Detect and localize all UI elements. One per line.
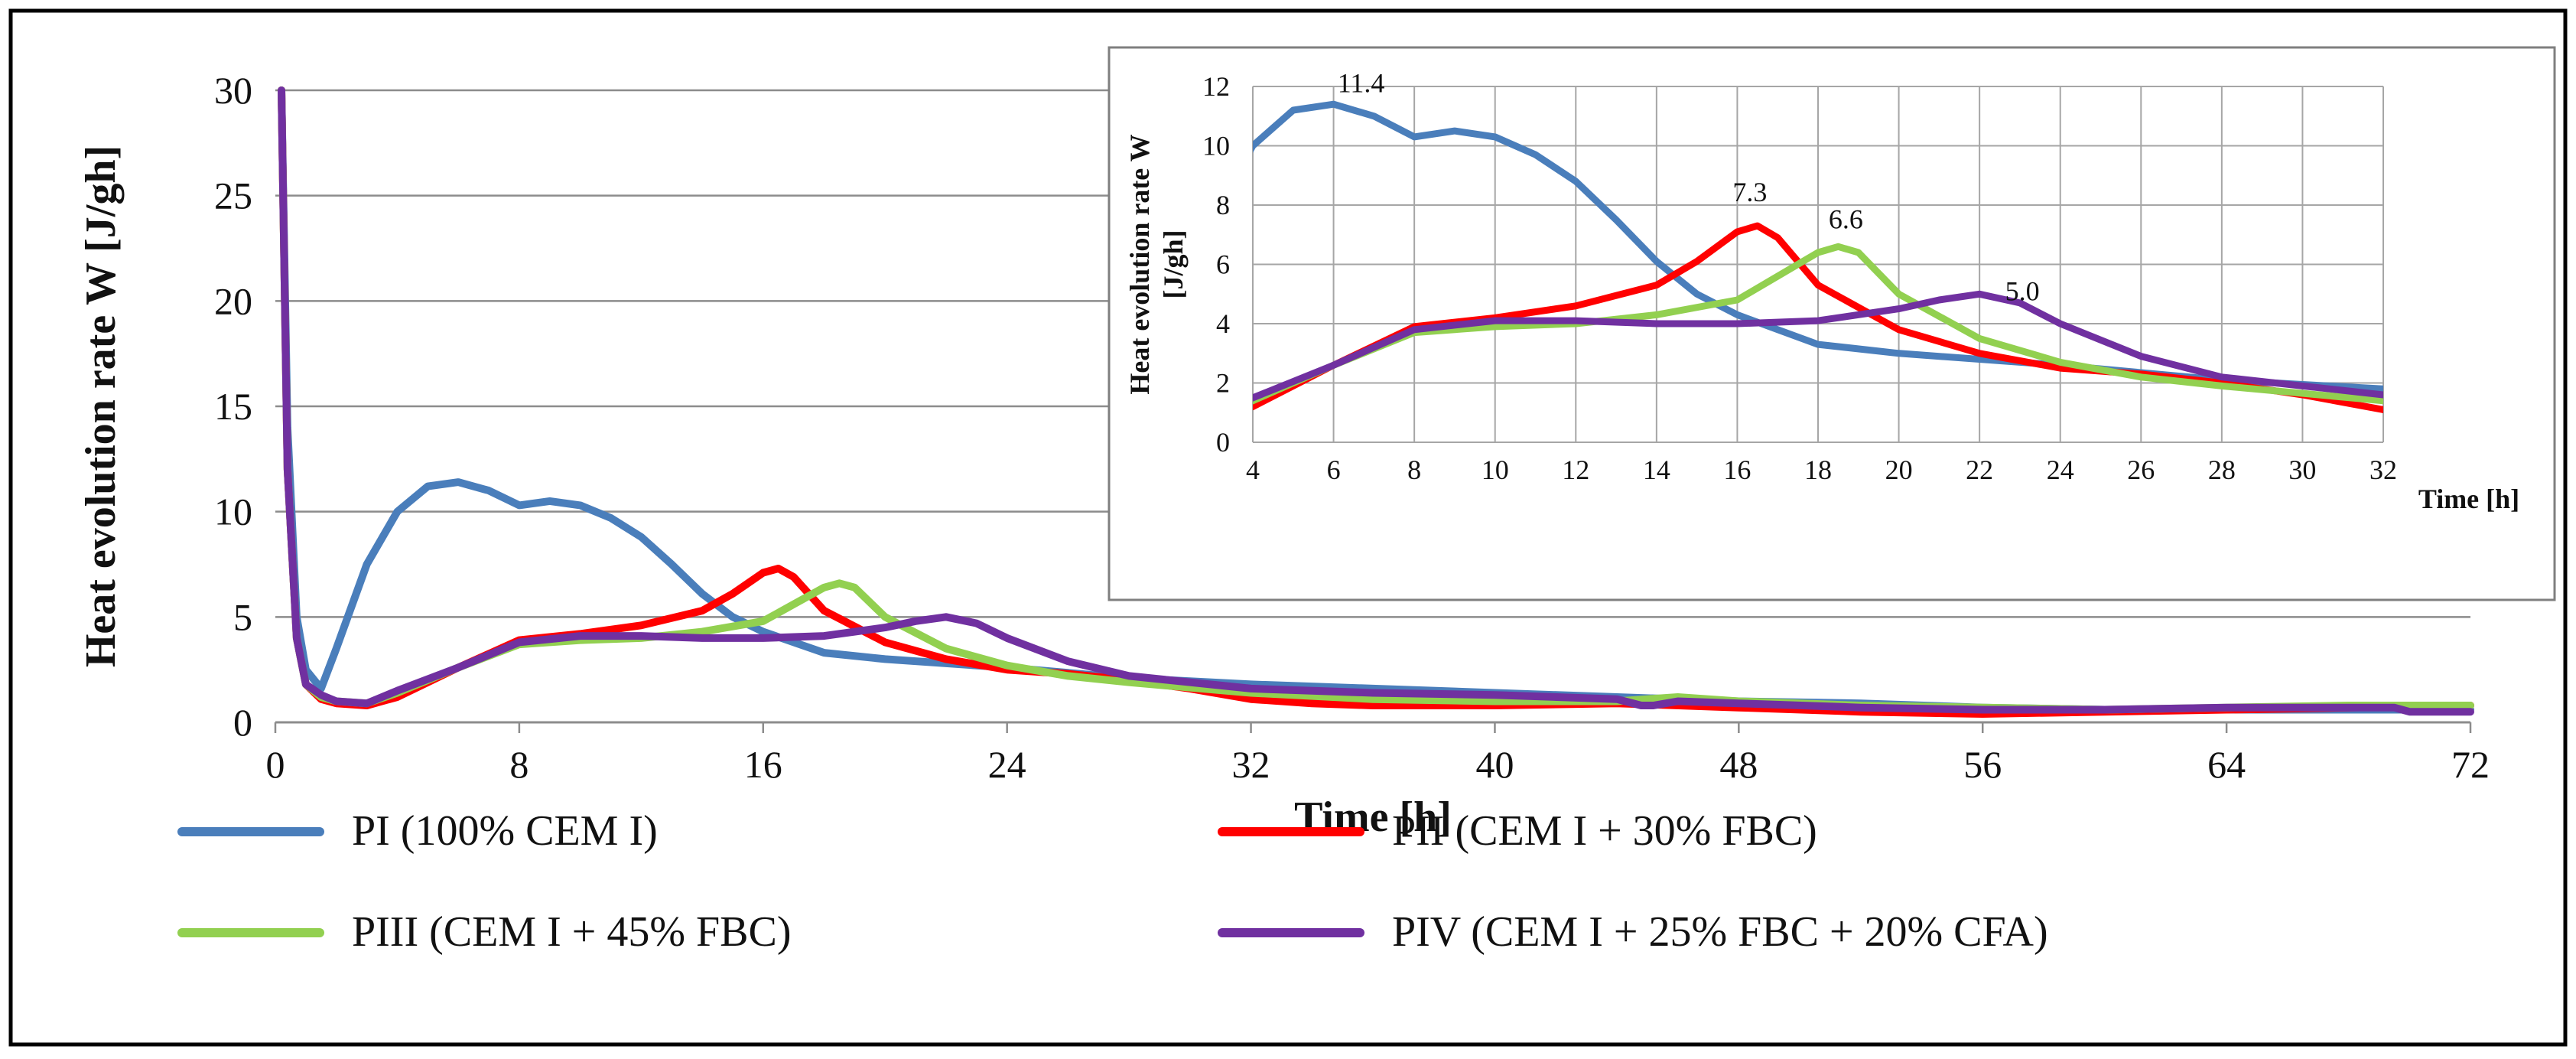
- inset-x-tick-label: 12: [1562, 455, 1589, 485]
- x-tick-label: 40: [1475, 743, 1514, 786]
- inset-series-line-piii: [1253, 243, 2383, 405]
- inset-y-tick-label: 0: [1216, 427, 1230, 458]
- inset-x-axis-title: Time [h]: [2418, 484, 2519, 514]
- inset-y-tick-label: 6: [1216, 249, 1230, 280]
- x-tick-label: 56: [1963, 743, 2002, 786]
- inset-x-tick-label: 6: [1327, 455, 1341, 485]
- inset-x-tick-label: 26: [2127, 455, 2155, 485]
- x-tick-label: 64: [2207, 743, 2246, 786]
- legend-label-pi: PI (100% CEM I): [352, 807, 658, 855]
- inset-x-tick-label: 20: [1885, 455, 1913, 485]
- y-tick-label: 20: [214, 279, 252, 322]
- legend-label-piv: PIV (CEM I + 25% FBC + 20% CFA): [1392, 908, 2048, 956]
- inset-x-tick-label: 32: [2369, 455, 2397, 485]
- series-line-piv: [278, 86, 2474, 716]
- inset-series-line-piv: [1253, 290, 2383, 402]
- x-tick-label: 0: [266, 743, 285, 786]
- x-tick-label: 8: [509, 743, 529, 786]
- peak-label-piv: 5.0: [2005, 275, 2040, 306]
- y-tick-label: 10: [214, 490, 252, 533]
- y-tick-label: 5: [233, 595, 252, 638]
- inset-x-tick-label: 18: [1804, 455, 1832, 485]
- inset-x-tick-label: 30: [2288, 455, 2316, 485]
- inset-y-axis-title-line2: [J/gh]: [1158, 230, 1189, 299]
- inset-y-axis-title-line1: Heat evolution rate W: [1124, 134, 1155, 394]
- inset-x-tick-label: 22: [1966, 455, 1993, 485]
- inset-y-tick-label: 2: [1216, 368, 1230, 399]
- x-tick-label: 16: [744, 743, 782, 786]
- inset-x-tick-label: 8: [1407, 455, 1421, 485]
- inset-series-line-pii: [1253, 222, 2383, 413]
- peak-label-pii: 7.3: [1732, 177, 1767, 207]
- legend: PI (100% CEM I) PII (CEM I + 30% FBC) PIII…: [177, 807, 2048, 956]
- inset-y-tick-label: 4: [1216, 308, 1230, 339]
- x-tick-label: 48: [1719, 743, 1758, 786]
- x-tick-label: 72: [2451, 743, 2490, 786]
- inset-x-tick-label: 4: [1246, 455, 1260, 485]
- peak-label-piii: 6.6: [1829, 204, 1863, 234]
- inset-y-tick-label: 8: [1216, 190, 1230, 220]
- y-tick-label: 25: [214, 174, 252, 217]
- x-tick-label: 32: [1232, 743, 1270, 786]
- x-tick-label: 24: [988, 743, 1026, 786]
- inset-y-tick-label: 10: [1202, 131, 1230, 161]
- inset-y-tick-label: 12: [1202, 71, 1230, 102]
- peak-label-pi: 11.4: [1338, 67, 1385, 98]
- y-axis-title: Heat evolution rate W [J/gh]: [77, 145, 125, 667]
- inset-x-tick-label: 28: [2208, 455, 2236, 485]
- inset-x-tick-label: 10: [1482, 455, 1509, 485]
- legend-label-piii: PIII (CEM I + 45% FBC): [352, 908, 791, 956]
- inset-x-tick-label: 16: [1723, 455, 1751, 485]
- inset-x-tick-label: 14: [1643, 455, 1670, 485]
- legend-label-pii: PII (CEM I + 30% FBC): [1392, 807, 1817, 855]
- y-tick-label: 15: [214, 385, 252, 428]
- y-tick-label: 30: [214, 69, 252, 112]
- y-tick-label: 0: [233, 701, 252, 744]
- inset-x-tick-label: 24: [2047, 455, 2074, 485]
- inset-series-line-pi: [1253, 100, 2383, 393]
